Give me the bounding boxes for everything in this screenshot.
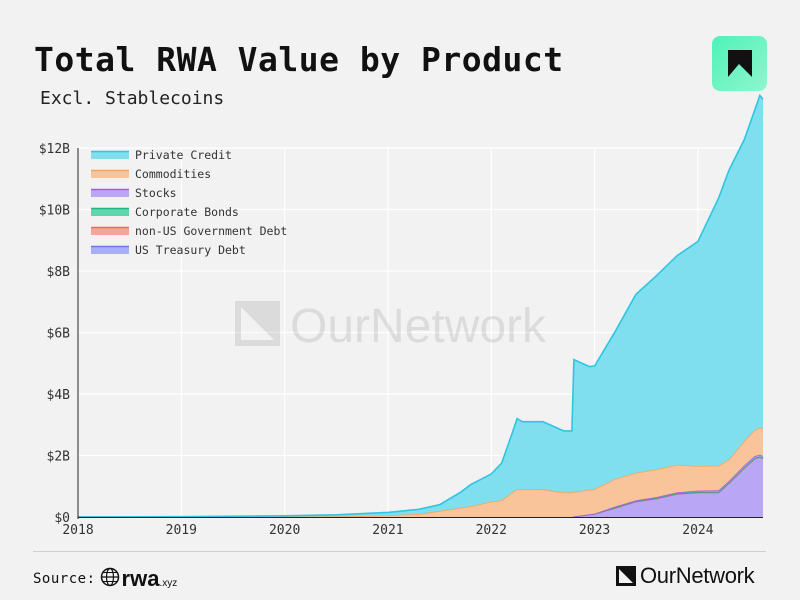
legend-swatch <box>91 208 129 216</box>
ournetwork-brand: OurNetwork <box>616 563 755 589</box>
y-tick-label: $0 <box>54 511 70 526</box>
x-tick-label: 2018 <box>62 523 93 538</box>
x-tick-label: 2022 <box>476 523 507 538</box>
globe-icon <box>100 567 120 591</box>
brand-name: OurNetwork <box>640 563 755 588</box>
watermark-logo-icon <box>235 301 280 346</box>
legend-label: US Treasury Debt <box>135 243 246 257</box>
x-tick-label: 2021 <box>372 523 403 538</box>
y-tick-label: $4B <box>47 388 71 403</box>
area-commodities <box>78 427 763 517</box>
watermark: OurNetwork <box>235 300 547 353</box>
legend-item-non-us-government-debt[interactable]: non-US Government Debt <box>91 224 287 238</box>
legend-swatch <box>91 246 129 254</box>
legend-swatch <box>91 189 129 197</box>
rwa-xyz-logo[interactable]: rwa .xyz <box>122 566 178 592</box>
footer-divider <box>33 551 766 552</box>
rwa-tld: .xyz <box>159 578 178 589</box>
legend-label: Private Credit <box>135 148 232 162</box>
ournetwork-brand-icon <box>616 566 636 586</box>
chart-subtitle: Excl. Stablecoins <box>40 88 225 109</box>
legend-swatch <box>91 151 129 159</box>
legend: Private Credit Commodities Stocks Corporate… <box>91 148 287 257</box>
source-credit: Source: rwa .xyz <box>33 566 177 592</box>
legend-swatch <box>91 227 129 235</box>
y-tick-label: $8B <box>47 265 71 280</box>
axes: $0 $2B $4B $6B $8B $10B $12B 2018 2019 2020 2021 20… <box>39 142 763 538</box>
legend-label: Commodities <box>135 167 211 181</box>
rwa-name: rwa <box>121 566 160 591</box>
legend-item-corporate-bonds[interactable]: Corporate Bonds <box>91 205 239 219</box>
legend-label: Corporate Bonds <box>135 205 239 219</box>
x-tick-label: 2023 <box>579 523 610 538</box>
legend-label: Stocks <box>135 186 177 200</box>
legend-item-stocks[interactable]: Stocks <box>91 186 177 200</box>
legend-item-commodities[interactable]: Commodities <box>91 167 211 181</box>
area-private-credit <box>78 95 763 518</box>
y-tick-label: $10B <box>39 204 70 219</box>
legend-item-us-treasury-debt[interactable]: US Treasury Debt <box>91 243 246 257</box>
legend-label: non-US Government Debt <box>135 224 287 238</box>
watermark-text: OurNetwork <box>290 300 547 353</box>
area-us-treasury-debt <box>78 457 763 517</box>
x-tick-label: 2020 <box>269 523 300 538</box>
legend-item-private-credit[interactable]: Private Credit <box>91 148 232 162</box>
x-tick-label: 2024 <box>682 523 713 538</box>
y-tick-label: $12B <box>39 142 70 157</box>
legend-swatch <box>91 170 129 178</box>
y-tick-label: $6B <box>47 327 71 342</box>
chart-title: Total RWA Value by Product <box>34 40 564 79</box>
watermark-logo-notch <box>241 307 274 340</box>
source-label: Source: <box>33 571 96 587</box>
x-tick-label: 2019 <box>166 523 197 538</box>
ournetwork-logo-icon <box>712 36 767 91</box>
line-private-credit <box>77 93 764 518</box>
y-tick-label: $2B <box>47 450 71 465</box>
